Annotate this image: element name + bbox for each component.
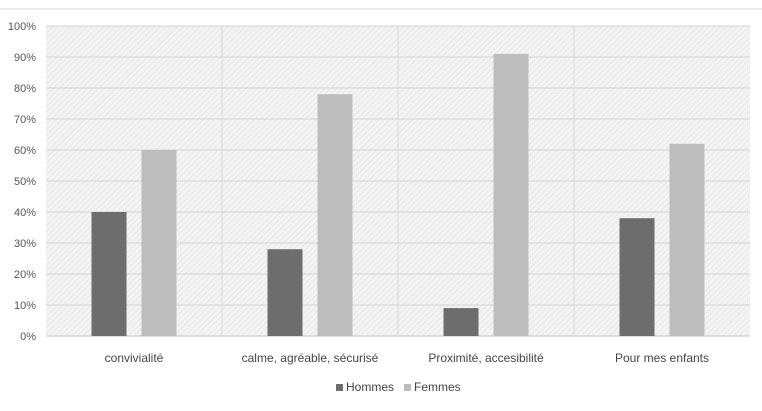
bar-femmes-2 — [317, 94, 353, 336]
x-category-label: Pour mes enfants — [615, 351, 709, 365]
y-tick-label: 80% — [14, 83, 36, 95]
y-tick-label: 100% — [8, 21, 36, 33]
bar-hommes-4 — [619, 218, 655, 336]
bar-femmes-1 — [141, 150, 177, 336]
y-tick-label: 50% — [14, 176, 36, 188]
y-tick-label: 60% — [14, 145, 36, 157]
bar-femmes-4 — [669, 143, 705, 336]
y-tick-label: 10% — [14, 300, 36, 312]
legend-swatch-hommes — [336, 384, 343, 391]
bars — [91, 53, 705, 337]
y-tick-label: 20% — [14, 269, 36, 281]
x-category-label: Proximité, accesibilité — [428, 351, 544, 365]
legend-swatch-femmes — [404, 384, 411, 391]
legend-label-hommes: Hommes — [346, 380, 394, 394]
y-tick-label: 30% — [14, 238, 36, 250]
y-axis-tick-labels: 0% 10% 20% 30% 40% 50% 60% 70% 80% 90% 100% — [8, 21, 36, 343]
y-tick-label: 40% — [14, 207, 36, 219]
legend-label-femmes: Femmes — [414, 380, 461, 394]
bar-hommes-1 — [91, 212, 127, 336]
x-axis-category-labels: convivialité calme, agréable, sécurisé Pro… — [105, 351, 709, 365]
bar-femmes-3 — [493, 53, 529, 337]
x-category-label: convivialité — [105, 351, 164, 365]
y-tick-label: 0% — [20, 331, 36, 343]
y-tick-label: 90% — [14, 52, 36, 64]
bar-hommes-3 — [443, 308, 479, 336]
y-tick-label: 70% — [14, 114, 36, 126]
bar-hommes-2 — [267, 249, 303, 336]
legend: Hommes Femmes — [336, 380, 461, 394]
x-category-label: calme, agréable, sécurisé — [242, 351, 379, 365]
